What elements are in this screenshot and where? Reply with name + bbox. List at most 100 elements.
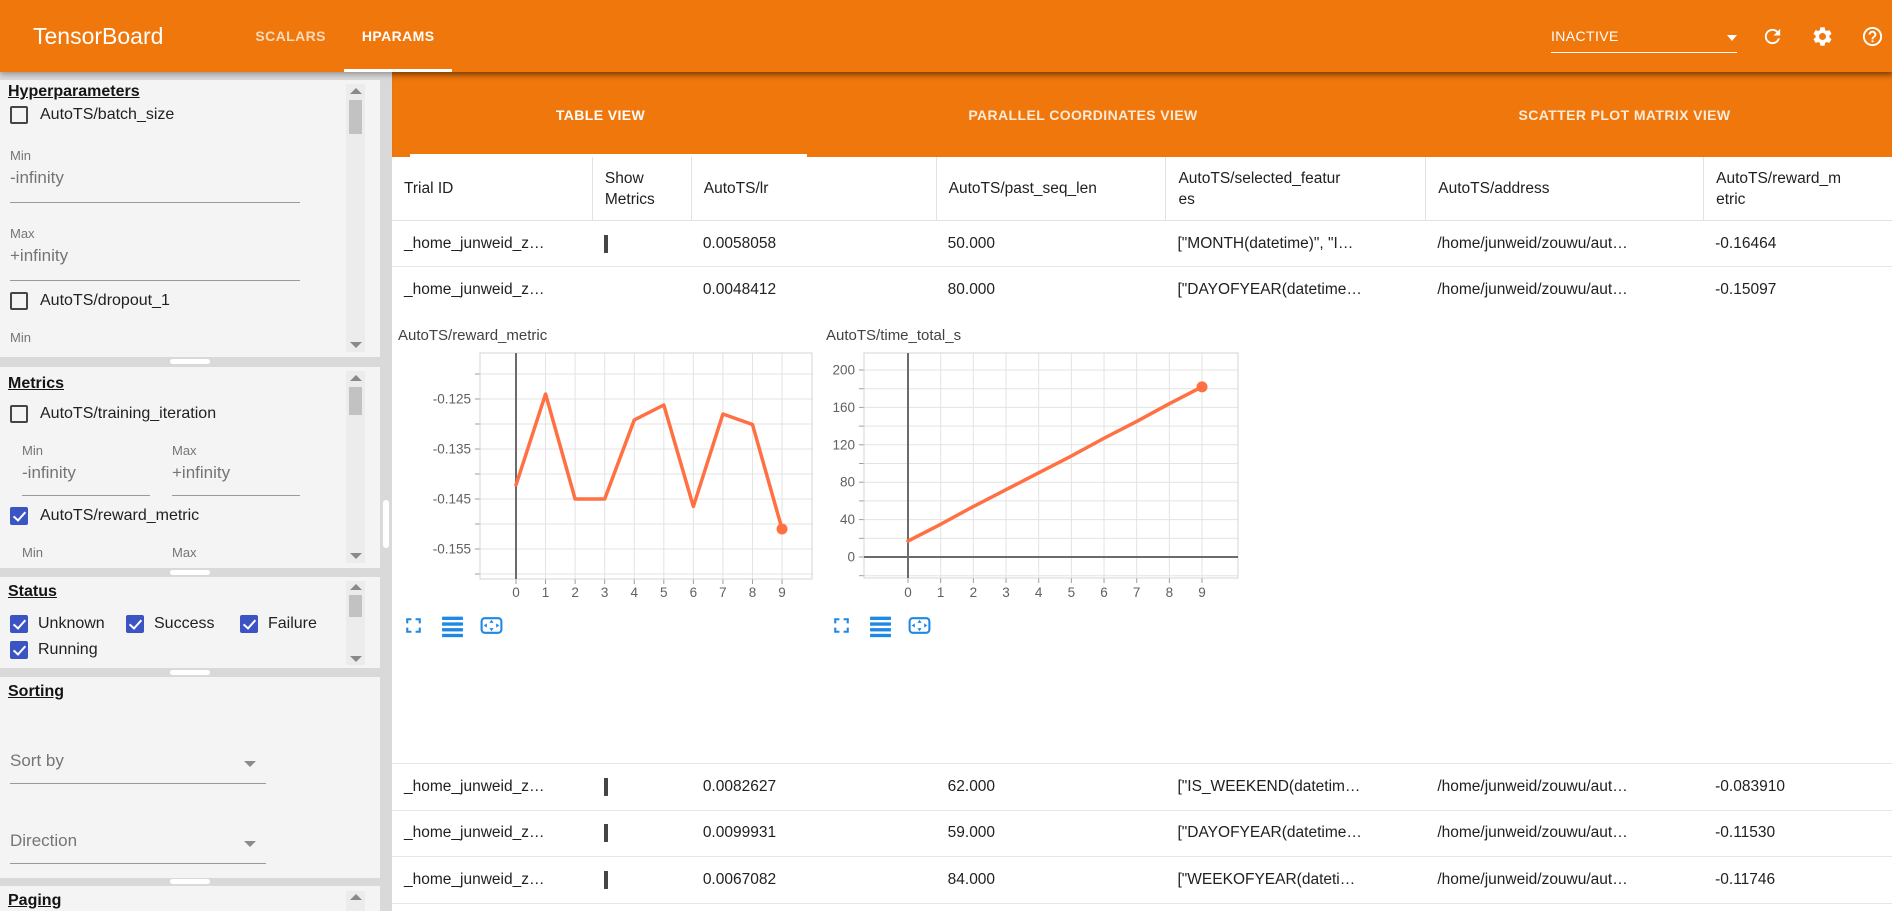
dropdown-caret-icon[interactable] <box>244 761 256 767</box>
cell-trial-id: _home_junweid_z… <box>404 280 545 298</box>
help-icon[interactable] <box>1861 25 1884 48</box>
svg-text:7: 7 <box>719 585 727 600</box>
app-title: TensorBoard <box>33 22 164 49</box>
run-status-select[interactable]: INACTIVE <box>1551 19 1737 53</box>
show-metrics-checkbox[interactable] <box>603 777 608 796</box>
table-row: _home_junweid_z… 0.0099931 59.000 ["DAYOFYE… <box>392 810 1892 857</box>
max-value-field[interactable]: +infinity <box>10 246 69 265</box>
svg-text:-0.155: -0.155 <box>433 542 471 557</box>
sidebar-section-hyperparameters: Hyperparameters AutoTS/batch_size Min -i… <box>0 80 380 357</box>
svg-text:1: 1 <box>542 585 550 600</box>
svg-text:9: 9 <box>1198 585 1206 600</box>
dropout-1-checkbox[interactable] <box>10 292 28 310</box>
svg-text:3: 3 <box>1002 585 1010 600</box>
min-label: Min <box>22 545 43 560</box>
status-item-unknown: Unknown <box>10 615 105 633</box>
cell-show-metrics <box>592 234 691 253</box>
status-failure-checkbox[interactable] <box>240 615 258 633</box>
section-resize-handle[interactable] <box>170 359 210 364</box>
pan-reset-icon[interactable] <box>907 613 932 638</box>
scroll-up-icon[interactable] <box>349 375 362 381</box>
list-lines-icon[interactable] <box>868 613 893 638</box>
scroll-down-icon[interactable] <box>349 656 362 662</box>
max-label: Max <box>172 443 197 458</box>
column-header-selected-features: AutoTS/selected_features <box>1165 157 1425 220</box>
cell-show-metrics <box>592 870 691 889</box>
max-value-field[interactable]: +infinity <box>172 463 231 482</box>
tab-hparams[interactable]: HPARAMS <box>343 0 453 72</box>
tab-scatter-plot-matrix-view[interactable]: SCATTER PLOT MATRIX VIEW <box>1518 106 1731 123</box>
fullscreen-icon[interactable] <box>829 613 854 638</box>
min-label: Min <box>22 443 43 458</box>
cell-address: /home/junweid/zouwu/aut… <box>1437 280 1628 298</box>
tab-scalars[interactable]: SCALARS <box>255 28 326 44</box>
tab-table-view[interactable]: TABLE VIEW <box>392 72 809 157</box>
batch-size-checkbox[interactable] <box>10 106 28 124</box>
sidebar-section-sorting: Sorting Sort by Direction <box>0 677 380 878</box>
settings-gear-icon[interactable] <box>1811 25 1834 48</box>
svg-text:8: 8 <box>1166 585 1174 600</box>
direction-select[interactable]: Direction <box>10 831 78 850</box>
scroll-up-icon[interactable] <box>349 894 362 900</box>
svg-text:2: 2 <box>970 585 978 600</box>
column-header-address: AutoTS/address <box>1425 157 1703 220</box>
cell-past-seq-len: 62.000 <box>947 777 996 795</box>
sidebar-splitter-handle[interactable] <box>383 500 389 548</box>
sort-by-select[interactable]: Sort by <box>10 751 64 770</box>
table-row: _home_junweid_z… 0.0067082 84.000 ["WEEKOFY… <box>392 857 1892 904</box>
refresh-icon[interactable] <box>1761 25 1784 48</box>
show-metrics-checkbox[interactable] <box>603 824 608 843</box>
section-resize-handle[interactable] <box>170 670 210 675</box>
svg-text:-0.125: -0.125 <box>433 392 471 407</box>
show-metrics-checkbox[interactable] <box>603 870 608 889</box>
section-scrollbar[interactable] <box>346 84 365 352</box>
scroll-up-icon[interactable] <box>349 584 362 590</box>
svg-text:-0.145: -0.145 <box>433 492 471 507</box>
section-resize-handle[interactable] <box>170 879 210 884</box>
scroll-down-icon[interactable] <box>349 342 362 348</box>
pan-reset-icon[interactable] <box>479 613 504 638</box>
cell-reward-metric: -0.11746 <box>1715 870 1776 888</box>
list-lines-icon[interactable] <box>440 613 465 638</box>
section-scrollbar[interactable] <box>346 371 365 563</box>
section-title: Sorting <box>8 683 64 700</box>
status-unknown-checkbox[interactable] <box>10 615 28 633</box>
reward-metric-checkbox[interactable] <box>10 507 28 525</box>
section-title: Paging <box>8 892 62 909</box>
scroll-down-icon[interactable] <box>349 553 362 559</box>
svg-text:120: 120 <box>832 437 855 452</box>
status-success-checkbox[interactable] <box>126 615 144 633</box>
section-scrollbar[interactable] <box>346 891 365 911</box>
section-scrollbar[interactable] <box>346 581 365 665</box>
hparam-label: AutoTS/batch_size <box>40 106 175 123</box>
scrollbar-thumb[interactable] <box>349 387 362 415</box>
training-iteration-checkbox[interactable] <box>10 405 28 423</box>
line-chart-reward-metric[interactable]: -0.155 -0.145 -0.135 -0.125 0 1 2 3 4 5 6 7 8 9 <box>395 346 815 608</box>
cell-past-seq-len: 84.000 <box>947 870 996 888</box>
line-chart-time-total-s[interactable]: 0 40 80 120 160 200 0 1 2 3 4 5 6 7 8 9 <box>823 346 1245 608</box>
min-value-field[interactable]: -infinity <box>10 168 64 187</box>
hparam-item-batch-size: AutoTS/batch_size <box>10 106 174 124</box>
show-metrics-checkbox[interactable] <box>603 234 608 253</box>
tab-parallel-coordinates-view[interactable]: PARALLEL COORDINATES VIEW <box>968 106 1198 123</box>
sidebar-section-metrics: Metrics AutoTS/training_iteration Min Ma… <box>0 367 380 568</box>
table-header-row: Trial ID Show Metrics AutoTS/lr AutoTS/p… <box>392 157 1892 221</box>
scrollbar-thumb[interactable] <box>349 595 362 617</box>
cell-selected-features: ["WEEKOFYEAR(dateti… <box>1177 870 1356 888</box>
min-value-field[interactable]: -infinity <box>22 463 76 482</box>
expanded-metrics-panel: AutoTS/reward_metric -0.155 -0.145 -0.135-… <box>392 311 1892 763</box>
column-header-past-seq-len: AutoTS/past_seq_len <box>935 157 1166 220</box>
scroll-up-icon[interactable] <box>349 88 362 94</box>
cell-lr: 0.0099931 <box>702 824 777 842</box>
status-running-checkbox[interactable] <box>10 641 28 659</box>
min-label: Min <box>10 148 31 163</box>
section-resize-handle[interactable] <box>170 570 210 575</box>
input-underline <box>10 280 300 281</box>
metric-chart-time-total-s: AutoTS/time_total_s 0 40 80 120 160 200 0 1 2 3 4 5… <box>823 318 1245 648</box>
cell-show-metrics <box>592 824 691 843</box>
dropdown-caret-icon[interactable] <box>244 841 256 847</box>
scrollbar-thumb[interactable] <box>349 100 362 134</box>
fullscreen-icon[interactable] <box>401 613 426 638</box>
column-header-show-metrics: Show Metrics <box>591 157 691 220</box>
